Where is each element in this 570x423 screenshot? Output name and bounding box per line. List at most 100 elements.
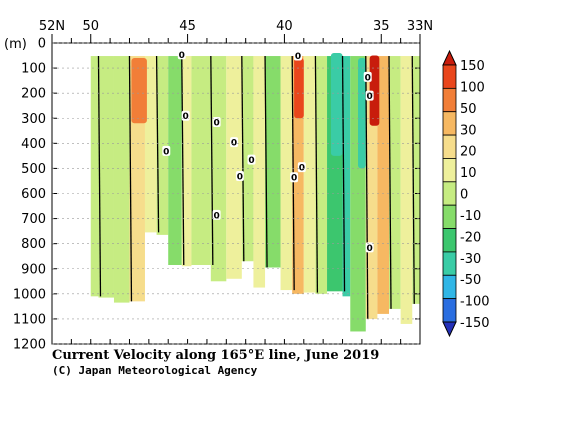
velocity-field [52, 43, 420, 332]
zero-contour [210, 56, 214, 265]
colorbar-swatch [442, 158, 457, 183]
colorbar-label: 150 [460, 59, 485, 74]
velocity-core [358, 58, 366, 169]
velocity-column [377, 56, 390, 314]
colorbar-label: 0 [460, 188, 468, 203]
velocity-column [181, 56, 192, 267]
zero-label-bg [177, 49, 186, 60]
colorbar-label: -50 [460, 273, 481, 288]
velocity-core [131, 58, 147, 124]
zero-label-bg [212, 209, 221, 220]
zero-label-bg [297, 162, 306, 173]
velocity-column [113, 56, 130, 303]
zero-label-bg [235, 170, 244, 181]
y-tick-label: 0 [38, 37, 46, 52]
colorbar-swatch [442, 87, 457, 113]
surface-band [52, 43, 420, 57]
credit-text: (C) Japan Meteorological Agency [52, 364, 258, 377]
y-tick-label: 100 [21, 62, 46, 77]
y-tick-label: 800 [21, 237, 46, 252]
zero-contour [341, 56, 346, 292]
colorbar-label: -150 [460, 316, 490, 331]
zero-label: 0 [213, 211, 219, 221]
zero-label: 0 [365, 73, 371, 83]
x-tick-label: 50 [82, 19, 99, 34]
colorbar-label: 10 [460, 166, 477, 181]
zero-contour [411, 56, 415, 304]
velocity-column [303, 56, 316, 293]
velocity-column [168, 56, 182, 265]
velocity-column [280, 56, 293, 291]
colorbar-label: 100 [460, 80, 485, 95]
velocity-column [412, 56, 420, 304]
zero-label: 0 [213, 119, 219, 129]
zero-label: 0 [295, 52, 301, 62]
y-tick-label: 300 [21, 112, 46, 127]
colorbar-cap-top [442, 49, 457, 66]
zero-label-bg [365, 242, 374, 253]
colorbar-swatch [442, 204, 457, 229]
colorbar-swatch [442, 181, 457, 206]
y-tick-label: 400 [21, 137, 46, 152]
zero-contour [388, 56, 392, 309]
velocity-column [253, 56, 266, 288]
velocity-column [156, 56, 169, 235]
zero-label-bg [247, 154, 256, 165]
zero-label-bg [363, 71, 372, 82]
zero-contour [181, 56, 185, 265]
zero-label: 0 [367, 244, 373, 254]
colorbar-label: 30 [460, 123, 477, 138]
y-tick-label: 700 [21, 212, 46, 227]
zero-contour [264, 56, 268, 268]
colorbar-label: -10 [460, 209, 481, 224]
colorbar-label: -30 [460, 252, 481, 267]
velocity-column [90, 56, 99, 297]
velocity-column [389, 56, 401, 309]
zero-label-bg [230, 137, 239, 148]
colorbar-swatch [442, 298, 457, 323]
zero-contour [128, 56, 133, 302]
y-tick-label: 1100 [13, 312, 46, 327]
y-tick-label: 600 [21, 187, 46, 202]
velocity-column [400, 56, 413, 324]
colorbar-label: -100 [460, 295, 490, 310]
colorbar-swatch [442, 111, 457, 136]
y-tick-label: 900 [21, 262, 46, 277]
velocity-column [191, 56, 211, 265]
zero-label-bg [162, 145, 171, 156]
zero-label-bg [293, 50, 302, 61]
x-tick-label: 52N [39, 19, 65, 34]
colorbar-swatch [442, 134, 457, 159]
zero-label: 0 [291, 174, 297, 184]
zero-label: 0 [179, 51, 185, 61]
zero-label: 0 [183, 112, 189, 122]
y-axis-label: (m) [4, 37, 27, 52]
zero-label: 0 [248, 156, 254, 166]
colorbar-swatch [442, 228, 457, 253]
x-tick-label: 45 [179, 19, 196, 34]
x-tick-label: 35 [373, 19, 390, 34]
velocity-column [98, 56, 114, 298]
velocity-column [315, 56, 328, 294]
y-tick-label: 500 [21, 162, 46, 177]
y-tick-label: 1200 [13, 338, 46, 353]
colorbar-swatch [442, 64, 457, 89]
zero-contour [241, 56, 245, 262]
velocity-column [226, 56, 242, 279]
zero-label: 0 [299, 164, 305, 174]
velocity-column [342, 56, 351, 297]
zero-label: 0 [231, 139, 237, 149]
colorbar-label: -20 [460, 230, 481, 245]
colorbar-cap-bottom [442, 321, 457, 338]
zero-label-bg [290, 172, 299, 183]
x-tick-label: 33N [407, 19, 433, 34]
zero-label: 0 [163, 147, 169, 157]
velocity-column [144, 56, 157, 233]
zero-label: 0 [237, 172, 243, 182]
zero-contour [97, 56, 102, 297]
zero-contour [314, 56, 319, 293]
velocity-core [294, 58, 304, 119]
